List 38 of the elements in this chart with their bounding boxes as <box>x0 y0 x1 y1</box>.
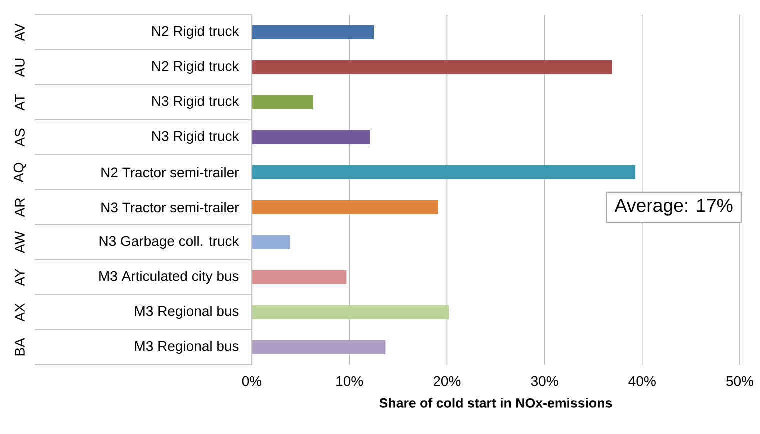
text: AR <box>15 198 25 218</box>
bar <box>252 130 370 144</box>
text: BA <box>15 338 25 356</box>
x-tick-label: 30% <box>531 376 558 386</box>
text: AW <box>15 232 25 254</box>
text: AY <box>15 268 25 286</box>
text: AV <box>15 24 25 42</box>
x-tick-label: 40% <box>628 376 656 386</box>
x-axis-title: Share of cold start in NOx-emissions <box>380 398 612 408</box>
annotation: Average: 17% <box>614 199 733 216</box>
y-tick-label: M3 Regional bus <box>135 306 239 320</box>
bar <box>252 305 450 320</box>
bar <box>252 165 636 180</box>
text: AX <box>15 303 25 322</box>
bar <box>252 270 347 284</box>
bar <box>252 340 386 354</box>
text: AS <box>15 128 25 147</box>
bar <box>252 235 290 250</box>
y-tick-label: N3 Rigid truck <box>152 96 240 110</box>
text: AU <box>15 58 25 78</box>
x-tick-label: 0% <box>242 376 262 386</box>
y-tick-label: M3 Articulated city bus <box>100 270 239 284</box>
text: AQ <box>14 163 26 183</box>
x-tick-label: 50% <box>726 376 754 386</box>
bar <box>252 200 438 214</box>
text: AT <box>15 94 25 111</box>
bar <box>252 60 612 74</box>
y-tick-label: N3 Rigid truck <box>152 130 240 144</box>
bar <box>252 25 374 40</box>
y-tick-label: N2 Tractor semi-trailer <box>102 167 240 178</box>
y-tick-label: N2 Rigid truck <box>152 60 240 74</box>
y-tick-label: N3 Tractor semi-trailer <box>102 202 240 213</box>
y-tick-label: N2 Rigid truck <box>152 26 240 40</box>
x-tick-label: 10% <box>336 376 364 386</box>
x-tick-label: 20% <box>434 376 461 386</box>
bar <box>252 95 314 110</box>
y-tick-label: N3 Garbage coll. truck <box>100 236 240 250</box>
y-tick-label: M3 Regional bus <box>135 340 239 354</box>
